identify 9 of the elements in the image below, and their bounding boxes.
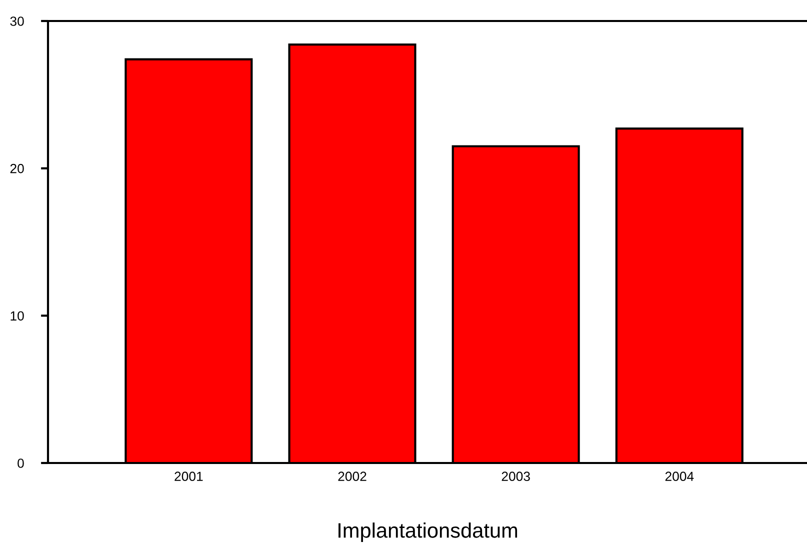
x-tick-label: 2004 [665, 472, 694, 482]
x-axis-title: Implantationsdatum [338, 522, 518, 542]
y-tick-label: 0 [18, 458, 24, 468]
x-tick-label: 2003 [502, 472, 530, 482]
y-tick-label: 30 [10, 16, 24, 26]
y-tick-label: 20 [10, 164, 24, 174]
x-tick-label: 2001 [174, 472, 203, 482]
y-tick-label: 10 [10, 311, 24, 321]
x-tick-label: 2002 [338, 472, 366, 482]
